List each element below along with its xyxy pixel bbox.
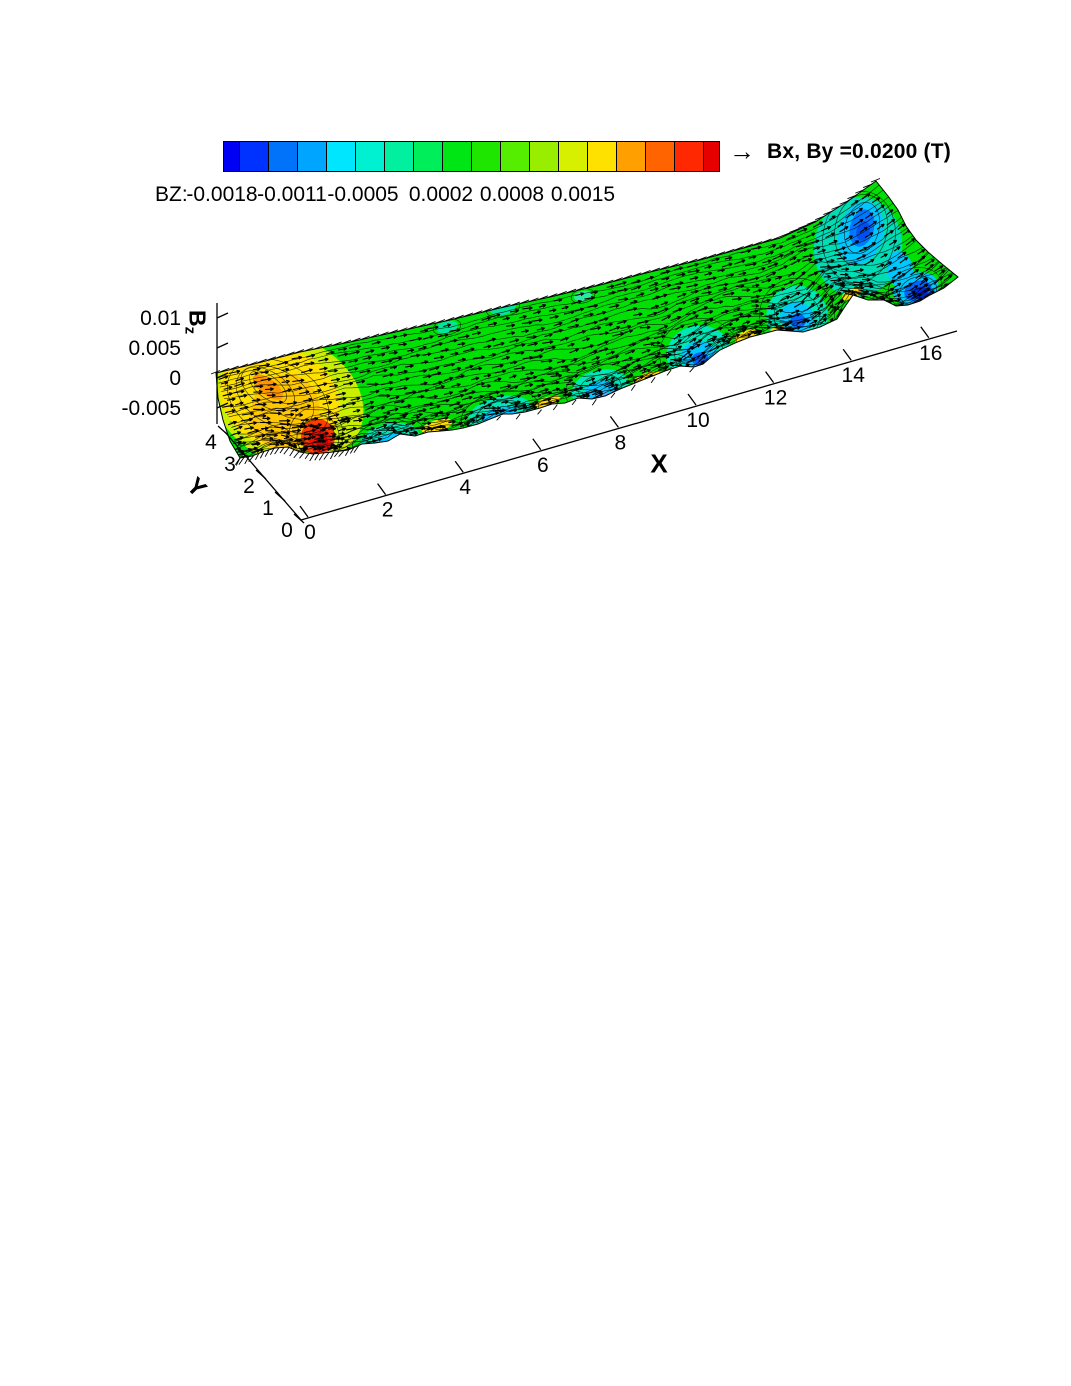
x-axis-tick-label: 10: [686, 409, 709, 432]
y-axis-tick-label: 4: [205, 431, 217, 454]
x-axis-tick-label: 2: [382, 499, 394, 522]
colorbar-segment: [472, 142, 501, 171]
colorbar-segment: [385, 142, 415, 171]
colorbar-tick-label: 0.0015: [550, 183, 616, 206]
colorbar-segment: [356, 142, 386, 171]
colorbar-title: BZ:: [155, 183, 188, 206]
colorbar-segment: [616, 142, 646, 171]
x-axis-tick-label: 12: [764, 387, 787, 410]
z-axis-tick-label: 0.01: [140, 307, 181, 330]
colorbar-segment: [327, 142, 357, 171]
colorbar: [223, 141, 720, 172]
colorbar-segment: [269, 142, 299, 171]
colorbar-segment: [443, 142, 472, 171]
colorbar-segment: [558, 142, 588, 171]
colorbar-tick-label: -0.0018: [186, 183, 258, 206]
z-axis-tick-label: -0.005: [121, 397, 181, 420]
vector-reference-arrow-icon: →: [729, 136, 755, 166]
x-axis-tick-label: 16: [919, 342, 942, 365]
colorbar-tick-label: -0.0005: [327, 183, 399, 206]
vector-arrows: [218, 192, 953, 458]
colorbar-tick-label: -0.0011: [257, 183, 327, 206]
x-axis-tick-label: 0: [304, 521, 316, 544]
colorbar-tick-label: 0.0002: [408, 183, 474, 206]
colorbar-tick-label: 0.0008: [479, 183, 545, 206]
colorbar-segment: [703, 142, 719, 171]
colorbar-segment: [645, 142, 675, 171]
y-axis-tick-label: 0: [281, 519, 293, 542]
colorbar-segment: [674, 142, 704, 171]
x-axis-tick-label: 8: [615, 431, 627, 454]
surface-outline: [215, 180, 959, 459]
vector-reference-label: Bx, By =0.0200 (T): [767, 140, 951, 163]
colorbar-segment: [587, 142, 617, 171]
x-axis-title: X: [650, 448, 668, 479]
colorbar-segment: [240, 142, 270, 171]
y-axis-tick-label: 1: [262, 497, 274, 520]
x-axis-tick-label: 4: [459, 476, 471, 499]
axes: [216, 303, 958, 524]
x-axis-tick-label: 6: [537, 454, 549, 477]
z-axis-title: Bz: [181, 309, 211, 335]
y-axis-tick-label: 2: [243, 475, 255, 498]
colorbar-segment: [224, 142, 241, 171]
colorbar-segment: [529, 142, 559, 171]
colorbar-segment: [500, 142, 530, 171]
z-axis-tick-label: 0: [169, 367, 181, 390]
x-axis-tick-label: 14: [842, 364, 866, 387]
colorbar-segment: [298, 142, 328, 171]
y-axis-tick-label: 3: [224, 453, 236, 476]
z-axis-tick-label: 0.005: [128, 337, 181, 360]
colorbar-segment: [414, 142, 444, 171]
